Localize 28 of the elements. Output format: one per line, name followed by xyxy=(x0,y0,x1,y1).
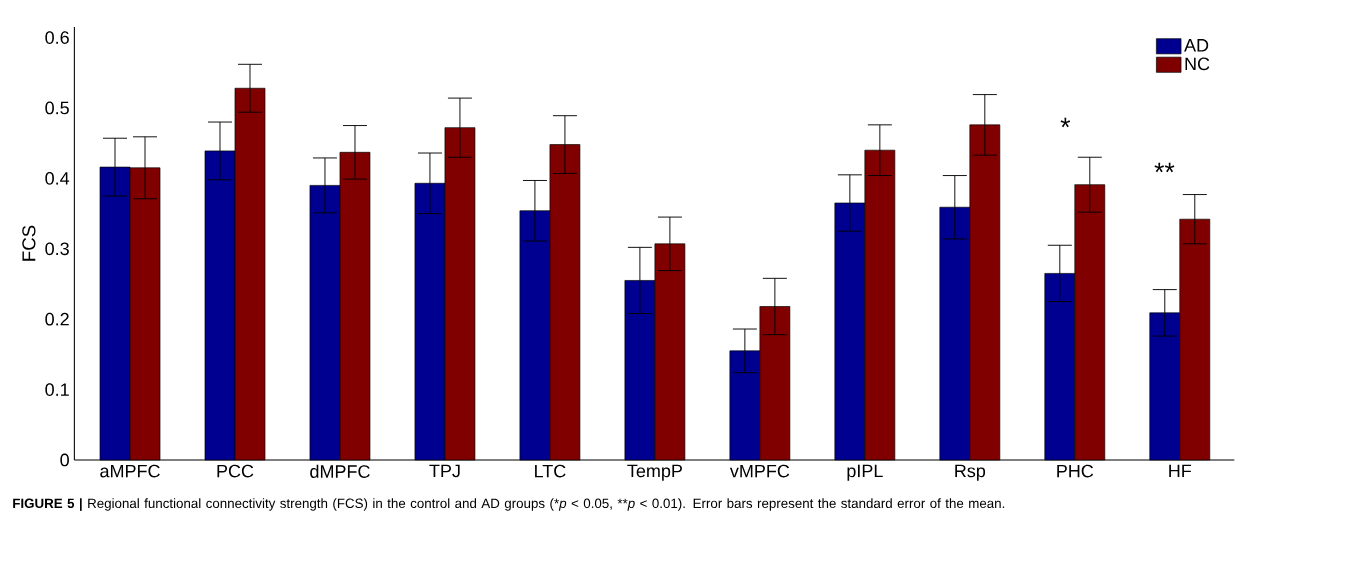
y-tick-label: 0.5 xyxy=(45,101,69,115)
x-tick-label: TPJ xyxy=(429,464,460,478)
x-tick-label: Rsp xyxy=(955,464,986,481)
x-tick-label: dMPFC xyxy=(310,464,370,478)
legend-label: AD xyxy=(1184,39,1209,52)
annotation: ** xyxy=(1154,162,1175,173)
y-tick-label: 0.3 xyxy=(45,242,69,256)
y-tick-label: 0.2 xyxy=(45,312,69,326)
x-tick-label: PCC xyxy=(217,464,254,478)
text: * xyxy=(554,498,559,504)
text: ** xyxy=(617,498,628,504)
text: p < 0.01). Error bars represent the standard error of the mean. xyxy=(627,498,1005,511)
x-tick-label: LTC xyxy=(535,464,566,478)
text: p < 0.05, xyxy=(558,498,612,511)
x-tick-label: aMPFC xyxy=(100,464,160,478)
legend-label: NC xyxy=(1185,57,1210,71)
y-tick-label: 0.1 xyxy=(45,383,69,396)
y-axis-title: FCS xyxy=(22,225,36,261)
x-tick-label: TempP xyxy=(627,464,682,481)
x-tick-label: HF xyxy=(1169,464,1192,478)
y-tick-label: 0.6 xyxy=(45,31,69,44)
y-tick-label: 0 xyxy=(60,453,69,467)
x-tick-label: vMPFC xyxy=(729,464,790,478)
x-tick-label: pIPL xyxy=(847,464,883,481)
annotation: * xyxy=(1060,117,1071,128)
x-tick-label: PHC xyxy=(1057,464,1094,478)
y-tick-label: 0.4 xyxy=(45,171,70,185)
text: FIGURE 5 | Regional functional connectivity strength (FCS) in the control and AD groups ( xyxy=(13,498,554,511)
